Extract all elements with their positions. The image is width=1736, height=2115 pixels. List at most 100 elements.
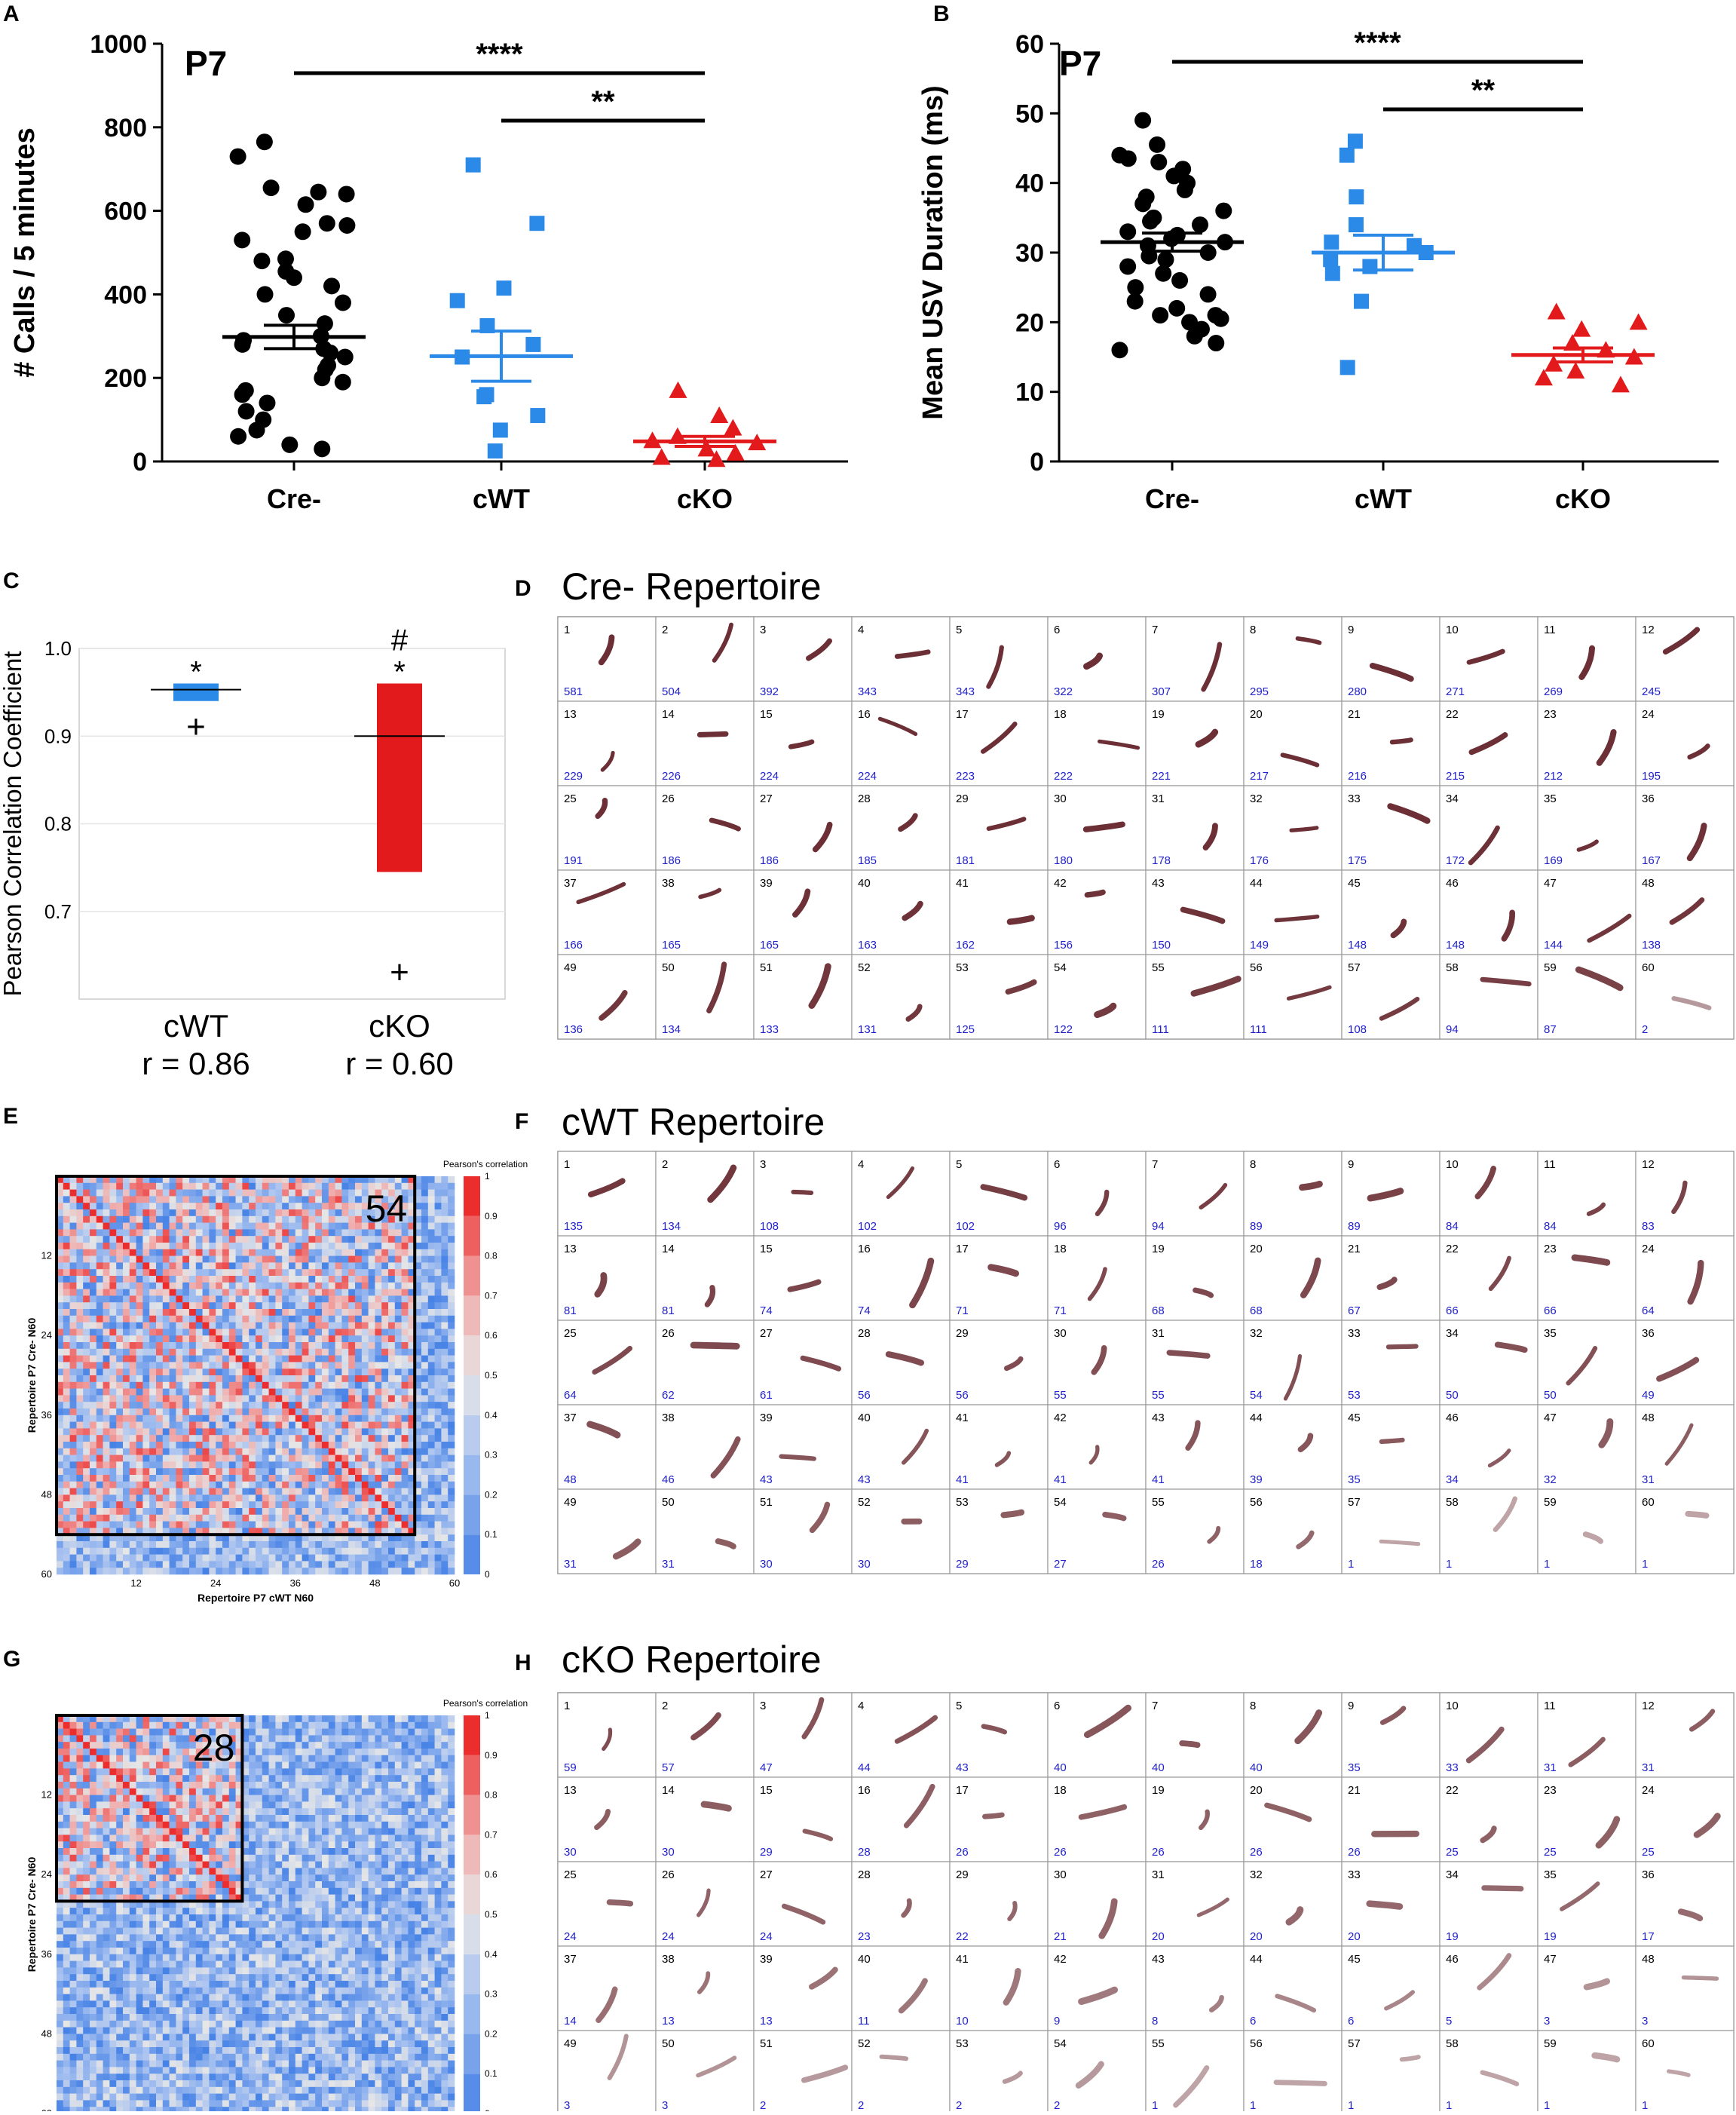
heatmap-cell xyxy=(375,1515,381,1522)
heatmap-cell xyxy=(116,1455,123,1462)
heatmap-cell xyxy=(196,1782,203,1789)
heatmap-cell xyxy=(109,1762,116,1769)
heatmap-cell xyxy=(329,1295,335,1302)
heatmap-cell xyxy=(176,1262,182,1269)
heatmap-cell xyxy=(130,1422,136,1429)
heatmap-cell xyxy=(170,1276,176,1283)
heatmap-cell xyxy=(216,1209,222,1216)
heatmap-cell xyxy=(348,1442,355,1448)
heatmap-cell xyxy=(182,1262,189,1269)
heatmap-cell xyxy=(322,1349,329,1356)
cell-count: 221 xyxy=(1152,770,1171,783)
heatmap-cell xyxy=(262,1461,269,1468)
heatmap-cell xyxy=(216,1501,222,1508)
heatmap-cell xyxy=(116,1568,123,1574)
heatmap-cell xyxy=(289,1435,295,1442)
heatmap-cell xyxy=(103,1428,110,1435)
heatmap-cell xyxy=(182,1468,189,1475)
heatmap-cell xyxy=(289,1243,295,1249)
heatmap-cell xyxy=(249,1428,256,1435)
heatmap-cell xyxy=(435,1482,442,1488)
heatmap-cell xyxy=(441,1295,448,1302)
heatmap-cell xyxy=(308,1243,315,1249)
heatmap-cell xyxy=(83,1236,90,1243)
heatmap-cell xyxy=(381,1494,388,1501)
heatmap-cell xyxy=(209,1468,216,1475)
heatmap-cell xyxy=(229,1283,236,1289)
cell-index: 39 xyxy=(760,877,773,890)
heatmap-cell xyxy=(189,1269,196,1276)
heatmap-cell xyxy=(295,1269,302,1276)
heatmap-cell xyxy=(109,1229,116,1236)
data-point xyxy=(1168,300,1185,317)
heatmap-cell xyxy=(203,1475,210,1482)
cell-count: 1 xyxy=(1642,1558,1648,1571)
heatmap-cell xyxy=(362,1295,369,1302)
heatmap-cell xyxy=(289,1555,295,1562)
heatmap-cell xyxy=(441,1775,448,1782)
heatmap-cell xyxy=(76,1295,83,1302)
heatmap-cell xyxy=(130,1561,136,1568)
heatmap-cell xyxy=(142,1768,149,1775)
heatmap-cell xyxy=(163,1316,170,1323)
cell-index: 44 xyxy=(1250,877,1263,890)
heatmap-cell xyxy=(76,1389,83,1396)
heatmap-cell xyxy=(395,1289,402,1296)
heatmap-cell xyxy=(196,1196,203,1203)
heatmap-cell xyxy=(83,1356,90,1362)
heatmap-cell xyxy=(90,1316,96,1323)
heatmap-cell xyxy=(236,1461,243,1468)
heatmap-cell xyxy=(295,1755,302,1762)
heatmap-cell xyxy=(76,1283,83,1289)
heatmap-cell xyxy=(269,1276,276,1283)
heatmap-cell xyxy=(341,1735,348,1742)
heatmap-cell xyxy=(381,1415,388,1422)
heatmap-cell xyxy=(322,1243,329,1249)
heatmap-cell xyxy=(63,1561,70,1568)
heatmap-cell xyxy=(282,1541,289,1548)
heatmap-cell xyxy=(189,1183,196,1190)
heatmap-cell xyxy=(242,1482,249,1488)
heatmap-cell xyxy=(63,1269,70,1276)
heatmap-cell xyxy=(96,1389,103,1396)
heatmap-cell xyxy=(236,1216,243,1223)
heatmap-cell xyxy=(142,1555,149,1562)
data-point xyxy=(256,133,273,150)
heatmap-cell xyxy=(229,1395,236,1402)
heatmap-cell xyxy=(109,1501,116,1508)
heatmap-cell xyxy=(435,1176,442,1183)
heatmap-cell xyxy=(428,1555,435,1562)
heatmap-cell xyxy=(83,1522,90,1528)
heatmap-cell xyxy=(103,1362,110,1369)
heatmap-cell xyxy=(216,1335,222,1342)
heatmap-cell xyxy=(282,1522,289,1528)
heatmap-cell xyxy=(262,1522,269,1528)
heatmap-cell xyxy=(428,1229,435,1236)
heatmap-cell xyxy=(269,1203,276,1209)
heatmap-cell xyxy=(123,1389,130,1396)
heatmap-cell xyxy=(341,1323,348,1329)
heatmap-cell xyxy=(136,1442,143,1448)
heatmap-cell xyxy=(229,1442,236,1448)
heatmap-cell xyxy=(275,1548,282,1555)
heatmap-cell xyxy=(242,1203,249,1209)
heatmap-cell xyxy=(369,1762,375,1769)
cell-index: 41 xyxy=(956,1412,969,1424)
heatmap-cell xyxy=(130,1408,136,1415)
heatmap-cell xyxy=(123,1209,130,1216)
heatmap-cell xyxy=(96,1455,103,1462)
heatmap-cell xyxy=(256,1229,262,1236)
heatmap-cell xyxy=(269,1236,276,1243)
heatmap-cell xyxy=(441,1356,448,1362)
heatmap-cell xyxy=(381,1262,388,1269)
heatmap-cell xyxy=(83,1428,90,1435)
heatmap-cell xyxy=(355,1468,362,1475)
heatmap-cell xyxy=(170,1762,176,1769)
heatmap-cell xyxy=(341,1389,348,1396)
heatmap-cell xyxy=(216,1342,222,1349)
heatmap-cell xyxy=(355,1555,362,1562)
heatmap-cell xyxy=(275,1309,282,1316)
heatmap-cell xyxy=(76,1302,83,1309)
heatmap-cell xyxy=(70,1455,77,1462)
heatmap-cell xyxy=(109,1323,116,1329)
